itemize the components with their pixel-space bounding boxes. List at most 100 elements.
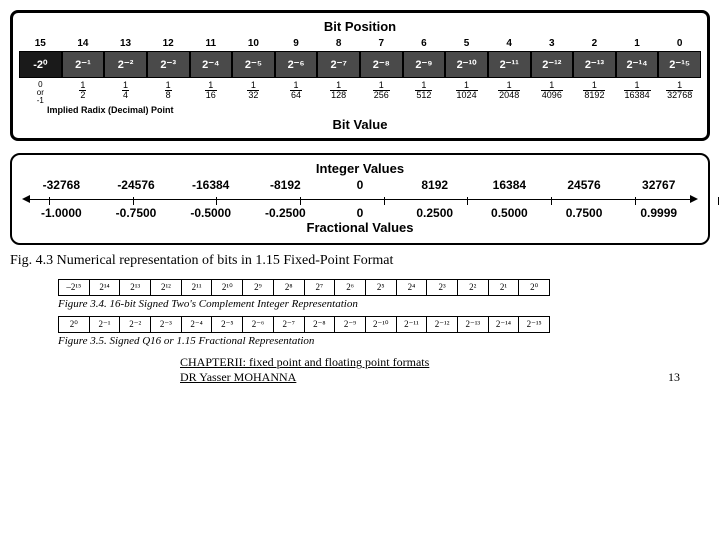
bit-value-cell: 1256 (360, 78, 403, 107)
bit-value-cell: 1128 (317, 78, 360, 107)
bit-value-cell: 116 (190, 78, 233, 107)
bit-value-row: 0or-112141811613216411281256151211024120… (19, 78, 701, 107)
t35-cell: 2⁻¹⁰ (366, 317, 397, 332)
bit-weight-cell: 2⁻² (104, 51, 147, 78)
t34-cell: 2⁰ (519, 280, 549, 295)
t34-cell: 2⁶ (335, 280, 366, 295)
bit-weight-cell: 2⁻¹⁴ (616, 51, 659, 78)
frac-value: 0.9999 (621, 206, 696, 220)
bit-position-cell: 9 (275, 36, 318, 51)
bit-position-cell: 8 (317, 36, 360, 51)
frac-value: -0.7500 (99, 206, 174, 220)
bit-value-cell: 116384 (616, 78, 659, 107)
t34-cell: 2² (458, 280, 489, 295)
frac-value: 0 (323, 206, 398, 220)
int-value: 8192 (397, 178, 472, 192)
int-value: 32767 (621, 178, 696, 192)
int-value: -32768 (24, 178, 99, 192)
t35-cell: 2⁻¹² (427, 317, 458, 332)
int-value: 0 (323, 178, 398, 192)
frac-value: -1.0000 (24, 206, 99, 220)
t35-cell: 2⁻¹ (90, 317, 121, 332)
tick-row (22, 198, 698, 204)
int-value: -8192 (248, 178, 323, 192)
bit-position-cell: 0 (658, 36, 701, 51)
page-number: 13 (668, 370, 680, 385)
fractional-values-title: Fractional Values (22, 220, 698, 235)
t34-cell: 2⁵ (366, 280, 397, 295)
bit-value-cell: 12048 (488, 78, 531, 107)
t34-cell: 2⁴ (397, 280, 428, 295)
bit-weight-cell: 2⁻¹ (62, 51, 105, 78)
bit-position-cell: 15 (19, 36, 62, 51)
bit-value-cell: 14 (104, 78, 147, 107)
t35-cell: 2⁻² (120, 317, 151, 332)
bit-position-table: Bit Position 1514131211109876543210 -2⁰2… (10, 10, 710, 141)
integer-row: -32768-24576-16384-819208192163842457632… (22, 178, 698, 192)
bit-position-cell: 13 (104, 36, 147, 51)
number-line-table: Integer Values -32768-24576-16384-819208… (10, 153, 710, 245)
bit-weight-cell: 2⁻⁷ (317, 51, 360, 78)
fractional-row: -1.0000-0.7500-0.5000-0.250000.25000.500… (22, 206, 698, 220)
t35-cell: 2⁻⁷ (274, 317, 305, 332)
t35-cell: 2⁻¹⁴ (489, 317, 520, 332)
bit-position-cell: 6 (403, 36, 446, 51)
bit-weight-cell: 2⁻¹⁵ (658, 51, 701, 78)
t34-cell: 2¹ (489, 280, 520, 295)
bit-value-cell: 164 (275, 78, 318, 107)
bit-position-cell: 14 (62, 36, 105, 51)
bit-position-cell: 2 (573, 36, 616, 51)
t35-cell: 2⁻⁹ (335, 317, 366, 332)
bit-value-cell: 12 (62, 78, 105, 107)
frac-value: 0.7500 (547, 206, 622, 220)
t34-cell: 2¹³ (120, 280, 151, 295)
bit-value-cell: 132768 (658, 78, 701, 107)
t35-cell: 2⁻⁴ (182, 317, 213, 332)
frac-value: 0.5000 (472, 206, 547, 220)
int-value: -16384 (173, 178, 248, 192)
bit-position-row: 1514131211109876543210 (19, 36, 701, 51)
t34-cell: 2⁹ (243, 280, 274, 295)
bit-position-cell: 4 (488, 36, 531, 51)
t34-cell: 2⁸ (274, 280, 305, 295)
int-value: 16384 (472, 178, 547, 192)
bit-weight-cell: 2⁻³ (147, 51, 190, 78)
bit-position-cell: 10 (232, 36, 275, 51)
figure-4-3-caption: Fig. 4.3 Numerical representation of bit… (10, 253, 710, 269)
bit-position-title: Bit Position (19, 19, 701, 34)
figure-3-4-table: –2¹⁵2¹⁴2¹³2¹²2¹¹2¹⁰2⁹2⁸2⁷2⁶2⁵2⁴2³2²2¹2⁰ (58, 279, 550, 296)
bit-value-cell: 1512 (403, 78, 446, 107)
frac-value: 0.2500 (397, 206, 472, 220)
bit-weight-cell: 2⁻⁵ (232, 51, 275, 78)
bit-weight-cell: 2⁻¹³ (573, 51, 616, 78)
bit-position-cell: 12 (147, 36, 190, 51)
bit-weight-cell: 2⁻⁴ (190, 51, 233, 78)
bit-value-cell: 18192 (573, 78, 616, 107)
t34-cell: 2³ (427, 280, 458, 295)
t35-cell: 2⁻³ (151, 317, 182, 332)
footer-text: CHAPTERII: fixed point and floating poin… (180, 355, 440, 385)
bit-value-cell: 132 (232, 78, 275, 107)
bit-value-cell: 14096 (531, 78, 574, 107)
bit-weight-cell: 2⁻⁶ (275, 51, 318, 78)
int-value: -24576 (99, 178, 174, 192)
t34-cell: 2⁷ (305, 280, 336, 295)
bit-value-title: Bit Value (19, 117, 701, 132)
bit-position-cell: 11 (190, 36, 233, 51)
bit-weight-cell: 2⁻⁸ (360, 51, 403, 78)
t35-cell: 2⁰ (59, 317, 90, 332)
bit-weight-cell: 2⁻⁹ (403, 51, 446, 78)
bit-value-cell: 11024 (445, 78, 488, 107)
int-value: 24576 (547, 178, 622, 192)
t34-cell: 2¹² (151, 280, 182, 295)
bit-weight-cell: 2⁻¹² (531, 51, 574, 78)
t35-cell: 2⁻¹⁵ (519, 317, 549, 332)
t35-cell: 2⁻⁶ (243, 317, 274, 332)
bit-weight-cell: 2⁻¹¹ (488, 51, 531, 78)
t34-cell: 2¹¹ (182, 280, 213, 295)
bit-weight-cell: 2⁻¹⁰ (445, 51, 488, 78)
t35-cell: 2⁻¹¹ (397, 317, 428, 332)
bit-weight-cell: -2⁰ (19, 51, 62, 78)
bit-position-cell: 5 (445, 36, 488, 51)
footer: CHAPTERII: fixed point and floating poin… (10, 355, 710, 385)
